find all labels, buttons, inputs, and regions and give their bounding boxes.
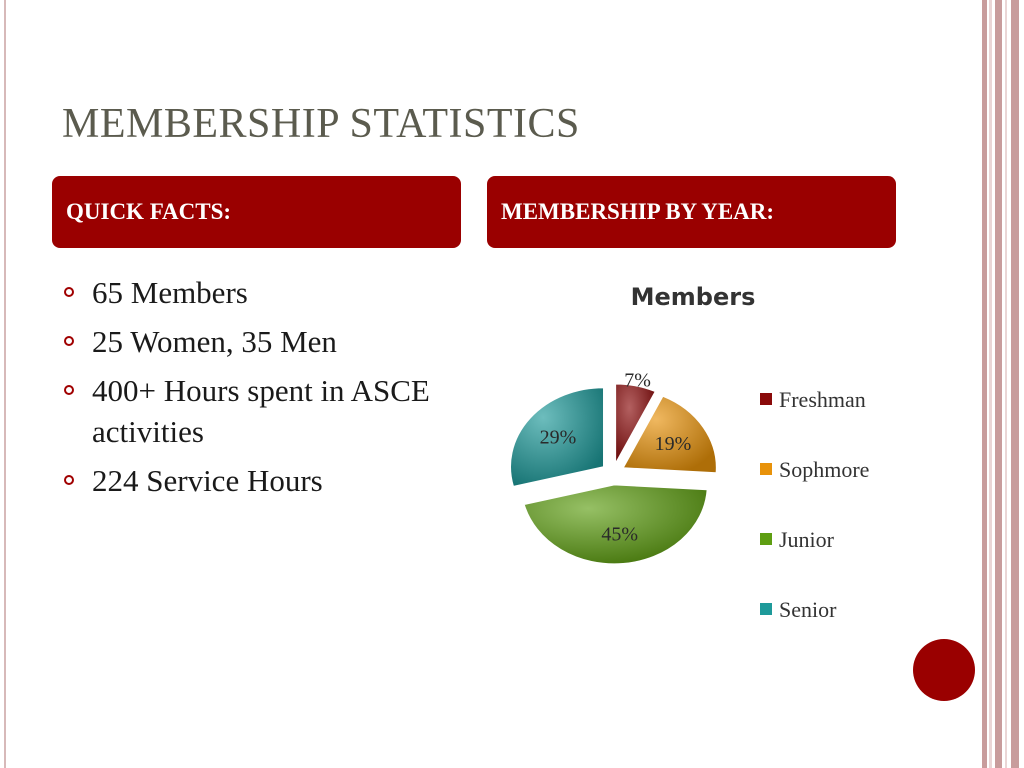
fact-text: 65 Members (92, 275, 248, 310)
fact-item: 224 Service Hours (62, 460, 442, 501)
legend-label-sophmore: Sophmore (779, 457, 869, 482)
legend-label-junior: Junior (779, 527, 835, 552)
pie-legend: Freshman Sophmore Junior Senior (760, 387, 869, 622)
slide-left-border (4, 0, 6, 768)
data-label-senior: 29% (540, 427, 577, 449)
quick-facts-list: 65 Members 25 Women, 35 Men 400+ Hours s… (62, 272, 442, 509)
membership-by-year-header-label: MEMBERSHIP BY YEAR: (501, 199, 775, 224)
right-stripe-3 (995, 0, 1002, 768)
slide-title: MEMBERSHIP STATISTICS (62, 101, 580, 147)
fact-item: 65 Members (62, 272, 442, 313)
bullet-circle-icon (64, 287, 74, 297)
members-pie-chart: Members 7% 19% 45% 29% Freshman Sophmore Juni… (480, 270, 950, 640)
pie-chart-svg: Members 7% 19% 45% 29% Freshman Sophmore Juni… (510, 283, 869, 622)
data-label-junior: 45% (601, 524, 638, 546)
pie-slice-sophmore (622, 395, 717, 474)
right-stripe-5 (1011, 0, 1019, 768)
fact-text: 224 Service Hours (92, 463, 323, 498)
chart-title: Members (631, 283, 756, 311)
quick-facts-header-label: QUICK FACTS: (66, 199, 232, 224)
legend-swatch-sophmore (760, 463, 772, 475)
legend-swatch-freshman (760, 393, 772, 405)
bullet-circle-icon (64, 385, 74, 395)
pie-slice-senior (510, 387, 605, 487)
pie-slice-freshman (615, 383, 656, 465)
bullet-circle-icon (64, 475, 74, 485)
legend-label-senior: Senior (779, 597, 837, 622)
legend-swatch-senior (760, 603, 772, 615)
pie-data-labels: 7% 19% 45% 29% (540, 370, 692, 546)
bullet-circle-icon (64, 336, 74, 346)
fact-text: 400+ Hours spent in ASCE activities (92, 373, 430, 449)
right-stripe-1 (982, 0, 987, 768)
fact-item: 400+ Hours spent in ASCE activities (62, 370, 442, 452)
data-label-sophmore: 19% (655, 433, 692, 455)
legend-label-freshman: Freshman (779, 387, 866, 412)
pie-slice-junior (523, 484, 708, 565)
decorative-circle (913, 639, 975, 701)
legend-swatch-junior (760, 533, 772, 545)
data-label-freshman: 7% (624, 370, 651, 392)
membership-by-year-header: MEMBERSHIP BY YEAR: (487, 176, 896, 248)
right-stripe-2 (989, 0, 992, 768)
pie-slices (510, 383, 717, 565)
fact-item: 25 Women, 35 Men (62, 321, 442, 362)
quick-facts-header: QUICK FACTS: (52, 176, 461, 248)
right-stripe-4 (1005, 0, 1007, 768)
fact-text: 25 Women, 35 Men (92, 324, 337, 359)
